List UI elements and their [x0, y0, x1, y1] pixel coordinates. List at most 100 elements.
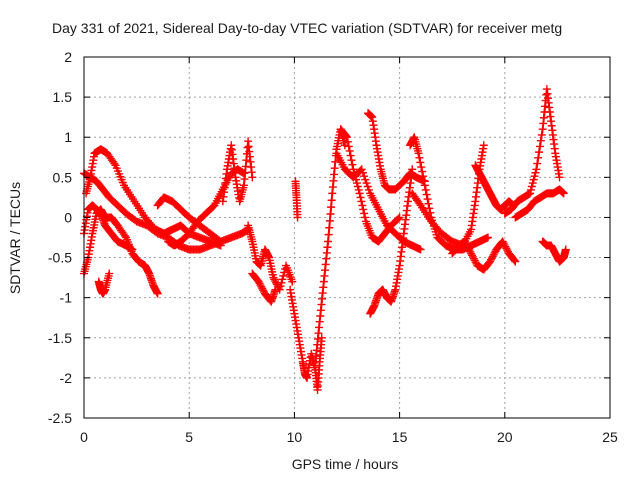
data-point-marker	[490, 248, 499, 257]
series-arc13	[311, 125, 349, 366]
data-point-marker	[424, 199, 433, 208]
data-point-marker	[526, 185, 535, 194]
data-point-marker	[358, 201, 367, 210]
data-point-marker	[526, 189, 535, 198]
data-point-marker	[120, 231, 129, 240]
data-point-marker	[293, 213, 302, 222]
data-point-marker	[360, 172, 369, 181]
y-tick-label: 0	[64, 209, 72, 225]
data-point-marker	[531, 168, 540, 177]
series-arc4	[80, 201, 137, 254]
data-point-marker	[535, 148, 544, 157]
data-point-marker	[536, 136, 545, 145]
data-point-marker	[269, 273, 278, 282]
axis-ticks: 0 5 10 15 20 25 2 1.5 1 0.5 0 -0.5 -1 -1.5 -2 -2.5	[48, 49, 618, 445]
data-point-marker	[421, 185, 430, 194]
data-point-marker	[255, 279, 264, 288]
data-point-marker	[272, 280, 281, 289]
data-point-marker	[278, 275, 287, 284]
data-point-marker	[357, 197, 366, 206]
data-point-marker	[361, 213, 370, 222]
data-point-marker	[489, 250, 498, 259]
data-point-marker	[270, 275, 279, 284]
data-point-marker	[326, 210, 335, 219]
x-axis-label: GPS time / hours	[292, 456, 399, 472]
data-point-marker	[486, 255, 495, 264]
y-tick-label: 1	[64, 129, 72, 145]
data-point-marker	[317, 333, 326, 342]
data-point-marker	[510, 256, 519, 265]
data-point-marker	[279, 271, 288, 280]
data-point-marker	[277, 278, 286, 287]
data-point-marker	[327, 196, 336, 205]
data-point-marker	[347, 156, 356, 165]
y-axis-label: SDTVAR / TECUs	[7, 182, 23, 294]
data-point-marker	[535, 142, 544, 151]
data-point-marker	[271, 285, 280, 294]
data-point-marker	[528, 179, 537, 188]
data-point-marker	[360, 209, 369, 218]
data-point-marker	[343, 137, 352, 146]
data-point-marker	[537, 130, 546, 139]
data-point-marker	[471, 258, 480, 267]
data-point-marker	[353, 182, 362, 191]
data-point-marker	[345, 146, 354, 155]
data-point-marker	[530, 172, 539, 181]
data-point-marker	[415, 153, 424, 162]
data-point-marker	[461, 239, 470, 248]
series-arc11	[286, 285, 326, 394]
data-point-marker	[499, 239, 508, 248]
data-point-marker	[355, 189, 364, 198]
data-point-marker	[462, 240, 471, 249]
data-point-marker	[414, 149, 423, 158]
data-point-marker	[419, 172, 428, 181]
data-point-marker	[325, 223, 334, 232]
series-arc9	[244, 221, 297, 294]
data-point-marker	[342, 132, 351, 141]
series-arc12	[291, 177, 302, 222]
data-point-marker	[248, 173, 257, 182]
data-point-marker	[422, 190, 431, 199]
x-tick-label: 5	[185, 429, 193, 445]
data-point-marker	[327, 203, 336, 212]
data-point-marker	[257, 282, 266, 291]
series-arc8	[218, 137, 257, 206]
data-point-marker	[256, 281, 265, 290]
data-point-marker	[351, 172, 360, 181]
data-point-marker	[416, 245, 425, 254]
data-point-marker	[358, 168, 367, 177]
chart-title: Day 331 of 2021, Sidereal Day-to-day VTE…	[52, 20, 562, 36]
data-point-marker	[361, 175, 370, 184]
data-point-marker	[419, 176, 428, 185]
data-point-marker	[533, 159, 542, 168]
x-tick-label: 15	[392, 429, 408, 445]
data-point-marker	[479, 141, 488, 150]
data-point-marker	[254, 277, 263, 286]
data-point-marker	[483, 233, 492, 242]
data-point-marker	[352, 175, 361, 184]
data-point-marker	[356, 193, 365, 202]
series-arc17	[366, 165, 417, 318]
data-point-marker	[357, 165, 366, 174]
data-point-marker	[288, 277, 297, 286]
series-arc6	[153, 193, 253, 246]
series-arc24	[538, 237, 570, 266]
data-point-marker	[364, 185, 373, 194]
data-point-marker	[415, 199, 424, 208]
data-point-marker	[363, 182, 372, 191]
data-point-marker	[394, 214, 403, 223]
data-point-marker	[105, 269, 114, 278]
series-arc15	[336, 125, 404, 246]
y-tick-label: -2.5	[48, 410, 72, 426]
data-point-marker	[153, 289, 162, 298]
data-point-marker	[464, 244, 473, 253]
data-point-marker	[128, 245, 137, 254]
data-point-marker	[417, 163, 426, 172]
data-point-marker	[502, 244, 511, 253]
data-point-marker	[555, 173, 564, 182]
y-tick-label: 0.5	[53, 169, 73, 185]
data-point-marker	[529, 175, 538, 184]
data-point-marker	[527, 182, 536, 191]
data-point-marker	[469, 254, 478, 263]
series-arc23	[511, 185, 568, 222]
